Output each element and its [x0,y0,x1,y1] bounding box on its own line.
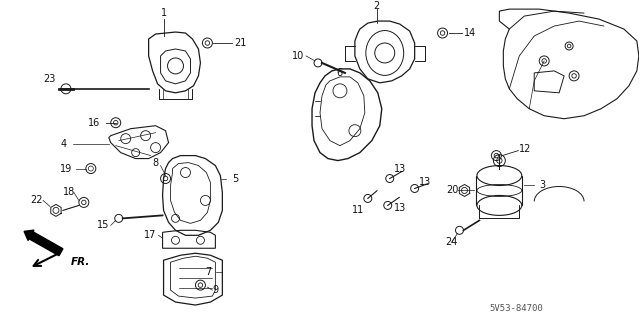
Text: 13: 13 [419,177,431,188]
Text: 23: 23 [43,74,55,84]
Text: 10: 10 [292,51,304,61]
Text: 21: 21 [234,38,246,48]
Text: 17: 17 [145,230,157,240]
FancyArrow shape [24,230,63,256]
Text: 13: 13 [394,204,406,213]
Text: 11: 11 [352,205,364,215]
Text: 8: 8 [152,158,159,167]
Text: 15: 15 [97,220,109,230]
Text: 19: 19 [60,164,72,174]
Text: 5: 5 [232,174,239,183]
Text: 3: 3 [539,181,545,190]
Text: 13: 13 [394,164,406,174]
Text: 22: 22 [30,196,42,205]
Text: 5V53-84700: 5V53-84700 [490,304,543,313]
Text: 24: 24 [445,237,458,247]
Text: FR.: FR. [71,257,90,267]
Text: 2: 2 [374,1,380,11]
Text: 4: 4 [61,139,67,149]
Text: 7: 7 [205,267,212,277]
Text: 1: 1 [161,8,166,18]
Text: 14: 14 [465,28,477,38]
Text: 20: 20 [446,185,459,196]
Text: 16: 16 [88,118,100,128]
Text: 9: 9 [212,285,218,295]
Text: 18: 18 [63,188,75,197]
Text: 12: 12 [519,144,531,154]
Text: 6: 6 [337,68,343,78]
